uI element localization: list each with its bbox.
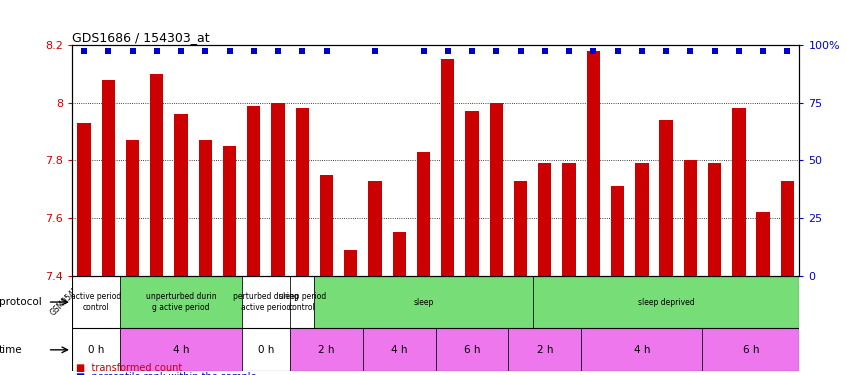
Bar xyxy=(781,180,794,276)
Bar xyxy=(465,111,479,276)
Bar xyxy=(315,276,533,328)
Bar xyxy=(290,276,315,328)
Bar xyxy=(222,146,236,276)
Text: sleep deprived: sleep deprived xyxy=(638,297,695,306)
Bar xyxy=(635,163,649,276)
Text: 0 h: 0 h xyxy=(88,345,104,355)
Text: 6 h: 6 h xyxy=(464,345,481,355)
Text: 4 h: 4 h xyxy=(173,345,190,355)
Bar xyxy=(732,108,745,276)
Text: perturbed during
active period: perturbed during active period xyxy=(233,292,299,312)
Text: ■  percentile rank within the sample: ■ percentile rank within the sample xyxy=(76,372,256,375)
Bar xyxy=(120,328,242,371)
Text: sleep: sleep xyxy=(414,297,434,306)
Text: time: time xyxy=(0,345,23,355)
Text: active period
control: active period control xyxy=(71,292,121,312)
Bar xyxy=(242,328,290,371)
Bar xyxy=(417,152,431,276)
Bar xyxy=(126,140,140,276)
Bar xyxy=(702,328,799,371)
Bar xyxy=(436,328,508,371)
Bar xyxy=(72,328,120,371)
Bar xyxy=(586,51,600,276)
Bar xyxy=(102,80,115,276)
Bar xyxy=(611,186,624,276)
Text: 2 h: 2 h xyxy=(536,345,553,355)
Bar xyxy=(174,114,188,276)
Bar xyxy=(581,328,702,371)
Bar xyxy=(508,328,581,371)
Text: 4 h: 4 h xyxy=(391,345,408,355)
Bar xyxy=(514,180,527,276)
Bar xyxy=(563,163,576,276)
Bar xyxy=(756,212,770,276)
Bar xyxy=(368,180,382,276)
Bar xyxy=(272,103,285,276)
Bar xyxy=(150,74,163,276)
Bar xyxy=(290,328,363,371)
Bar xyxy=(242,276,290,328)
Text: 0 h: 0 h xyxy=(258,345,274,355)
Text: GDS1686 / 154303_at: GDS1686 / 154303_at xyxy=(72,31,210,44)
Bar xyxy=(247,105,261,276)
Bar xyxy=(320,175,333,276)
Bar xyxy=(659,120,673,276)
Text: 6 h: 6 h xyxy=(743,345,759,355)
Text: protocol: protocol xyxy=(0,297,42,307)
Text: 2 h: 2 h xyxy=(318,345,335,355)
Bar xyxy=(538,163,552,276)
Bar xyxy=(199,140,212,276)
Text: unperturbed durin
g active period: unperturbed durin g active period xyxy=(146,292,217,312)
Bar xyxy=(490,103,503,276)
Text: ■  transformed count: ■ transformed count xyxy=(76,363,183,373)
Bar xyxy=(363,328,436,371)
Bar xyxy=(533,276,799,328)
Bar xyxy=(393,232,406,276)
Text: 4 h: 4 h xyxy=(634,345,650,355)
Bar xyxy=(441,59,454,276)
Text: sleep period
control: sleep period control xyxy=(278,292,326,312)
Bar xyxy=(684,160,697,276)
Bar xyxy=(295,108,309,276)
Bar xyxy=(120,276,242,328)
Bar xyxy=(708,163,722,276)
Bar xyxy=(77,123,91,276)
Bar xyxy=(72,276,120,328)
Bar xyxy=(344,250,358,276)
